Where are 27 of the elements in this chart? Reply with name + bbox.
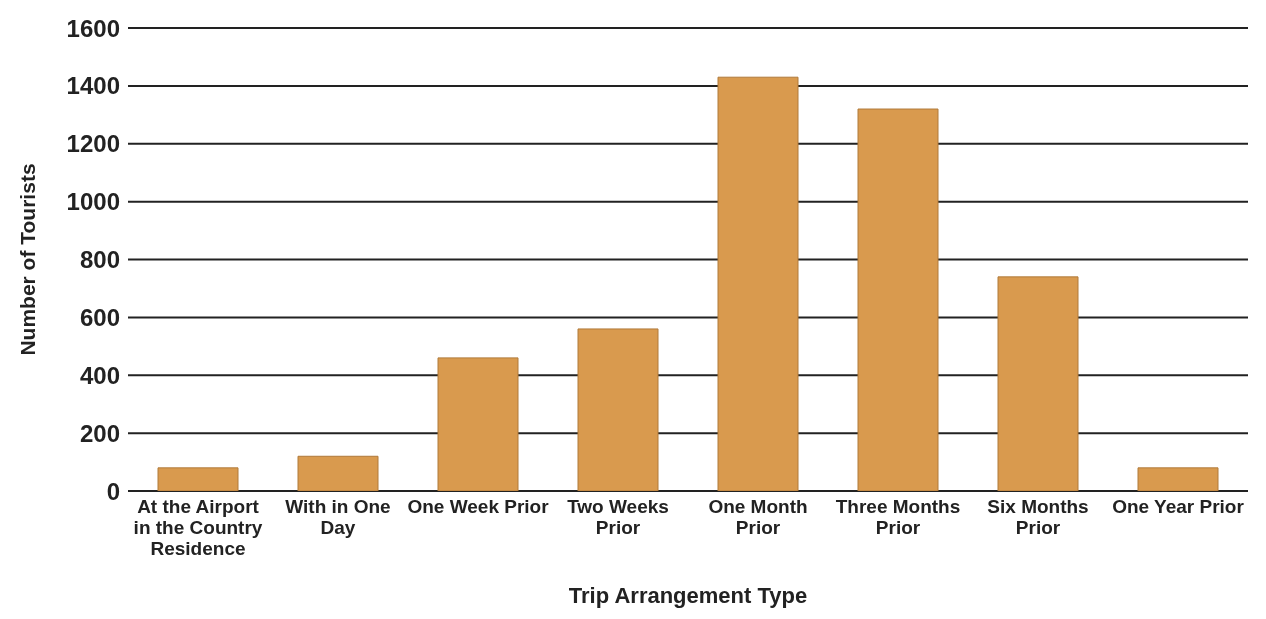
x-tick-label: At the Airport in the Country Residence bbox=[133, 496, 263, 559]
y-tick-label: 1000 bbox=[66, 188, 120, 216]
x-tick-label: One Week Prior bbox=[407, 496, 550, 517]
x-tick-label: With in One Day bbox=[285, 496, 391, 538]
x-tick-label: Two Weeks Prior bbox=[567, 496, 669, 538]
bar bbox=[157, 467, 239, 491]
bar bbox=[577, 328, 659, 491]
bar bbox=[297, 455, 379, 491]
y-tick-label: 400 bbox=[79, 361, 120, 389]
bar bbox=[437, 357, 519, 491]
y-tick-label: 1600 bbox=[66, 14, 120, 42]
bar bbox=[997, 276, 1079, 491]
y-tick-label: 1200 bbox=[66, 130, 120, 158]
y-tick-label: 200 bbox=[79, 419, 120, 447]
x-tick-label: One Month Prior bbox=[708, 496, 808, 538]
y-tick-label: 600 bbox=[79, 303, 120, 331]
x-axis-title: Trip Arrangement Type bbox=[568, 583, 808, 608]
y-axis-title: Number of Tourists bbox=[16, 163, 40, 356]
y-tick-label: 0 bbox=[106, 477, 120, 505]
y-tick-label: 1400 bbox=[66, 72, 120, 100]
y-tick-label: 800 bbox=[79, 246, 120, 274]
bar bbox=[1137, 467, 1219, 491]
x-tick-label: One Year Prior bbox=[1112, 496, 1245, 517]
x-tick-label: Six Months Prior bbox=[987, 496, 1089, 538]
bar bbox=[857, 108, 939, 491]
bar bbox=[717, 76, 799, 491]
x-tick-label: Three Months Prior bbox=[835, 496, 961, 538]
